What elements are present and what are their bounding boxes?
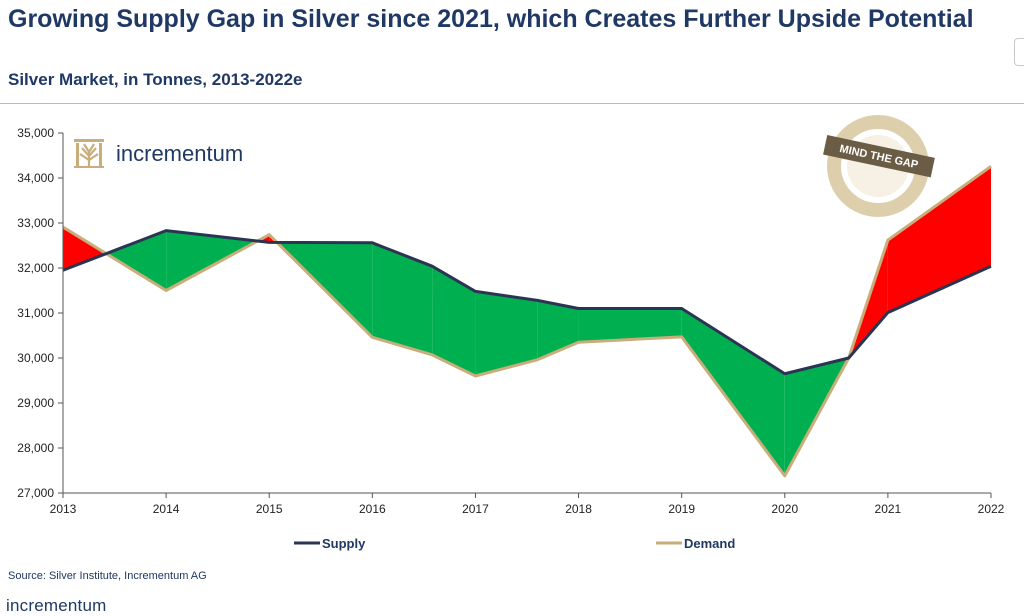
x-tick-label: 2016 xyxy=(359,502,386,516)
source-note: Source: Silver Institute, Incrementum AG xyxy=(8,570,207,582)
x-tick-label: 2021 xyxy=(875,502,902,516)
gap-area xyxy=(63,227,107,271)
gap-area xyxy=(887,166,991,313)
y-tick-label: 27,000 xyxy=(17,486,54,500)
x-tick-label: 2018 xyxy=(565,502,592,516)
y-tick-label: 33,000 xyxy=(17,216,54,230)
y-tick-label: 28,000 xyxy=(17,441,54,455)
y-tick-label: 35,000 xyxy=(17,126,54,140)
chart-axes: 35,000 34,000 33,000 32,000 31,000 30,000 29,0… xyxy=(17,126,1004,516)
silver-market-chart: 35,000 34,000 33,000 32,000 31,000 30,000 29,0… xyxy=(17,115,1005,551)
chart-title: Growing Supply Gap in Silver since 2021,… xyxy=(8,5,974,33)
legend-label: Demand xyxy=(684,536,735,551)
y-tick-label: 34,000 xyxy=(17,171,54,185)
chart-logo-text: incrementum xyxy=(116,141,243,166)
y-tick-label: 29,000 xyxy=(17,396,54,410)
supply-line xyxy=(62,229,992,376)
legend-label: Supply xyxy=(322,536,366,551)
gap-area xyxy=(681,308,785,476)
series-lines xyxy=(62,165,992,478)
y-tick-label: 30,000 xyxy=(17,351,54,365)
x-tick-label: 2015 xyxy=(256,502,283,516)
edge-tab xyxy=(1014,38,1024,66)
y-tick-label: 32,000 xyxy=(17,261,54,275)
x-tick-label: 2022 xyxy=(978,502,1005,516)
x-tick-label: 2014 xyxy=(153,502,180,516)
tree-logo-icon xyxy=(74,139,104,168)
x-tick-label: 2020 xyxy=(771,502,798,516)
gap-area xyxy=(166,230,258,291)
gap-area xyxy=(537,300,579,360)
gap-fills xyxy=(63,166,991,476)
gap-area xyxy=(372,242,433,355)
gap-area xyxy=(578,308,682,343)
gap-area xyxy=(432,266,476,376)
x-tick-label: 2017 xyxy=(462,502,489,516)
header-divider xyxy=(0,103,1024,104)
chart-legend: Supply Demand xyxy=(294,536,735,551)
incrementum-logo: incrementum xyxy=(74,139,243,168)
mind-the-gap-badge: MIND THE GAP xyxy=(823,115,935,217)
footer-logo: incrementum xyxy=(6,596,107,615)
gap-area xyxy=(106,230,167,291)
gap-area xyxy=(475,291,538,376)
x-tick-label: 2019 xyxy=(668,502,695,516)
chart-subtitle: Silver Market, in Tonnes, 2013-2022e xyxy=(8,70,303,89)
y-tick-label: 31,000 xyxy=(17,306,54,320)
x-tick-label: 2013 xyxy=(50,502,77,516)
